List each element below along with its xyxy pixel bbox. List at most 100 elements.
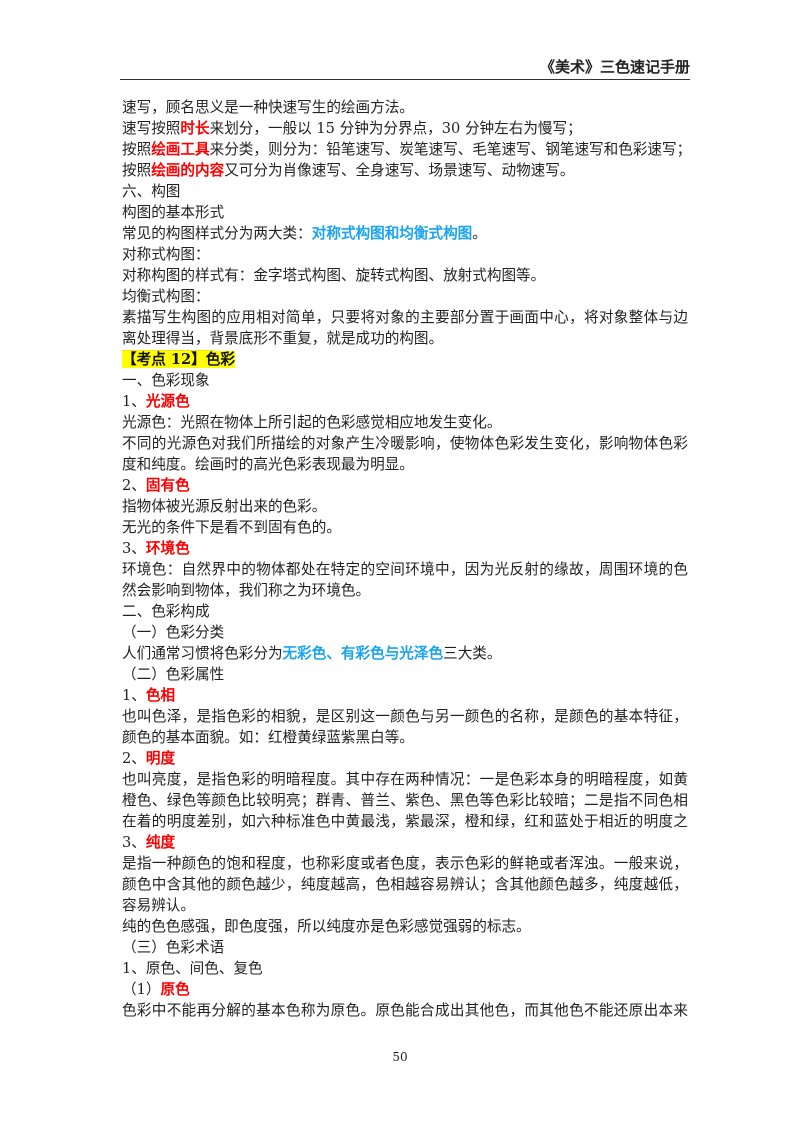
- text-segment: 又可分为肖像速写、全身速写、场景速写、动物速写。: [224, 162, 575, 179]
- yellow-underline-mark: [122, 350, 214, 351]
- red-keyword: 色相: [145, 687, 176, 704]
- text-segment: 来划分，一般以 15 分钟为分界点，30 分钟左右为慢写；: [209, 120, 582, 137]
- text-segment: 橙色、绿色等颜色比较明亮；群青、普兰、紫色、黑色等色彩比较暗；二是指不同色相间存: [122, 792, 688, 809]
- blue-keyword: 无彩色、有彩色与光泽色: [282, 645, 444, 662]
- text-segment: 1、: [122, 687, 146, 704]
- text-segment: 3、: [122, 540, 146, 557]
- text-line: 橙色、绿色等颜色比较明亮；群青、普兰、紫色、黑色等色彩比较暗；二是指不同色相间存: [122, 790, 688, 811]
- text-line: 1、光源色: [122, 391, 688, 412]
- text-line: 颜色的基本面貌。如：红橙黄绿蓝紫黑白等。: [122, 727, 688, 748]
- text-line: 均衡式构图：: [122, 286, 688, 307]
- text-line: 人们通常习惯将色彩分为无彩色、有彩色与光泽色三大类。: [122, 643, 688, 664]
- text-line: 常见的构图样式分为两大类：对称式构图和均衡式构图。: [122, 223, 688, 244]
- text-line: （二）色彩属性: [122, 664, 688, 685]
- text-line: 纯的色色感强，即色度强，所以纯度亦是色彩感觉强弱的标志。: [122, 916, 688, 937]
- text-line: 无光的条件下是看不到固有色的。: [122, 517, 688, 538]
- text-line: 在着的明度差别，如六种标准色中黄最浅，紫最深，橙和绿，红和蓝处于相近的明度之间。: [122, 811, 688, 832]
- text-segment: 容易辨认。: [122, 897, 195, 914]
- red-keyword: 纯度: [145, 834, 176, 851]
- text-segment: 1、: [122, 393, 146, 410]
- text-segment: 3、: [122, 834, 146, 851]
- text-line: 一、色彩现象: [122, 370, 688, 391]
- text-segment: 无光的条件下是看不到固有色的。: [122, 519, 341, 536]
- text-line: 1、原色、间色、复色: [122, 958, 688, 979]
- text-segment: （二）色彩属性: [122, 666, 225, 683]
- text-segment: 也叫亮度，是指色彩的明暗程度。其中存在两种情况：一是色彩本身的明暗程度，如黄色、: [122, 771, 688, 788]
- text-line: 环境色：自然界中的物体都处在特定的空间环境中，因为光反射的缘故，周围环境的色彩必: [122, 559, 688, 580]
- text-line: 【考点 12】色彩: [122, 349, 688, 370]
- blue-keyword: 对称式构图和均衡式构图: [311, 225, 473, 242]
- text-segment: 指物体被光源反射出来的色彩。: [122, 498, 327, 515]
- text-line: 对称构图的样式有：金字塔式构图、旋转式构图、放射式构图等。: [122, 265, 688, 286]
- text-line: 是指一种颜色的饱和程度，也称彩度或者色度，表示色彩的鲜艳或者浑浊。一般来说，一种: [122, 853, 688, 874]
- text-segment: 均衡式构图：: [122, 288, 210, 305]
- text-segment: 然会影响到物体，我们称之为环境色。: [122, 582, 371, 599]
- text-line: 容易辨认。: [122, 895, 688, 916]
- text-line: 也叫色泽，是指色彩的相貌，是区别这一颜色与另一颜色的名称，是颜色的基本特征，反映: [122, 706, 688, 727]
- text-segment: 速写，顾名思义是一种快速写生的绘画方法。: [122, 99, 414, 116]
- running-header: 《美术》三色速记手册: [539, 58, 690, 76]
- text-segment: 来分类，则分为：铅笔速写、炭笔速写、毛笔速写、钢笔速写和色彩速写；: [209, 141, 692, 158]
- text-segment: 光源色：光照在物体上所引起的色彩感觉相应地发生变化。: [122, 414, 502, 431]
- red-keyword: 光源色: [145, 393, 190, 410]
- text-segment: 离处理得当，背景底形不重复，就是成功的构图。: [122, 330, 444, 347]
- text-line: 1、色相: [122, 685, 688, 706]
- text-segment: 在着的明度差别，如六种标准色中黄最浅，紫最深，橙和绿，红和蓝处于相近的明度之间。: [122, 813, 688, 830]
- text-line: （三）色彩术语: [122, 937, 688, 958]
- text-segment: 颜色中含其他的颜色越少，纯度越高，色相越容易辨认；含其他颜色越多，纯度越低，越不: [122, 876, 688, 893]
- text-line: 构图的基本形式: [122, 202, 688, 223]
- text-line: 2、明度: [122, 748, 688, 769]
- text-segment: 对称构图的样式有：金字塔式构图、旋转式构图、放射式构图等。: [122, 267, 546, 284]
- header-rule: [120, 79, 690, 80]
- text-line: 2、固有色: [122, 475, 688, 496]
- text-segment: （一）色彩分类: [122, 624, 225, 641]
- red-keyword: 原色: [160, 981, 190, 998]
- text-line: （一）色彩分类: [122, 622, 688, 643]
- text-segment: 三大类。: [443, 645, 502, 662]
- text-segment: 二、色彩构成: [122, 603, 210, 620]
- text-segment: （1）: [122, 981, 161, 998]
- text-line: 按照绘画的内容又可分为肖像速写、全身速写、场景速写、动物速写。: [122, 160, 688, 181]
- text-line: 3、纯度: [122, 832, 688, 853]
- text-line: 度和纯度。绘画时的高光色彩表现最为明显。: [122, 454, 688, 475]
- text-segment: 素描写生构图的应用相对简单，只要将对象的主要部分置于画面中心，将对象整体与边框距: [122, 309, 688, 326]
- text-segment: 按照: [122, 162, 152, 179]
- text-line: 3、环境色: [122, 538, 688, 559]
- text-segment: 2、: [122, 750, 146, 767]
- text-segment: 色彩中不能再分解的基本色称为原色。原色能合成出其他色，而其他色不能还原出本来的原: [122, 1002, 688, 1019]
- red-keyword: 绘画的内容: [151, 162, 225, 179]
- text-segment: 2、: [122, 477, 146, 494]
- text-segment: 也叫色泽，是指色彩的相貌，是区别这一颜色与另一颜色的名称，是颜色的基本特征，反映: [122, 708, 688, 725]
- text-segment: 1、原色、间色、复色: [122, 960, 263, 977]
- red-keyword: 绘画工具: [151, 141, 210, 158]
- text-line: 光源色：光照在物体上所引起的色彩感觉相应地发生变化。: [122, 412, 688, 433]
- red-keyword: 环境色: [145, 540, 190, 557]
- text-line: 不同的光源色对我们所描绘的对象产生冷暖影响，使物体色彩发生变化，影响物体色彩的明: [122, 433, 688, 454]
- text-segment: 环境色：自然界中的物体都处在特定的空间环境中，因为光反射的缘故，周围环境的色彩必: [122, 561, 688, 578]
- text-segment: 六、构图: [122, 183, 181, 200]
- text-line: 色彩中不能再分解的基本色称为原色。原色能合成出其他色，而其他色不能还原出本来的原: [122, 1000, 688, 1021]
- text-segment: 对称式构图：: [122, 246, 210, 263]
- red-keyword: 时长: [180, 120, 210, 137]
- text-segment: 按照: [122, 141, 152, 158]
- text-segment: 。: [472, 225, 487, 242]
- text-segment: 不同的光源色对我们所描绘的对象产生冷暖影响，使物体色彩发生变化，影响物体色彩的明: [122, 435, 688, 452]
- text-segment: 构图的基本形式: [122, 204, 225, 221]
- text-segment: （三）色彩术语: [122, 939, 225, 956]
- text-line: 然会影响到物体，我们称之为环境色。: [122, 580, 688, 601]
- text-line: 颜色中含其他的颜色越少，纯度越高，色相越容易辨认；含其他颜色越多，纯度越低，越不: [122, 874, 688, 895]
- text-line: 六、构图: [122, 181, 688, 202]
- text-segment: 颜色的基本面貌。如：红橙黄绿蓝紫黑白等。: [122, 729, 414, 746]
- text-line: 离处理得当，背景底形不重复，就是成功的构图。: [122, 328, 688, 349]
- text-segment: 是指一种颜色的饱和程度，也称彩度或者色度，表示色彩的鲜艳或者浑浊。一般来说，一种: [122, 855, 688, 872]
- text-line: 素描写生构图的应用相对简单，只要将对象的主要部分置于画面中心，将对象整体与边框距: [122, 307, 688, 328]
- page-body: 速写，顾名思义是一种快速写生的绘画方法。 速写按照时长来划分，一般以 15 分钟为…: [122, 97, 691, 1021]
- text-segment: 速写按照: [122, 120, 181, 137]
- text-line: 指物体被光源反射出来的色彩。: [122, 496, 688, 517]
- text-line: 按照绘画工具来分类，则分为：铅笔速写、炭笔速写、毛笔速写、钢笔速写和色彩速写；: [122, 139, 691, 160]
- red-keyword: 明度: [145, 750, 176, 767]
- text-segment: 度和纯度。绘画时的高光色彩表现最为明显。: [122, 456, 414, 473]
- text-line: （1）原色: [122, 979, 688, 1000]
- red-keyword: 固有色: [145, 477, 190, 494]
- text-segment: 常见的构图样式分为两大类：: [122, 225, 312, 242]
